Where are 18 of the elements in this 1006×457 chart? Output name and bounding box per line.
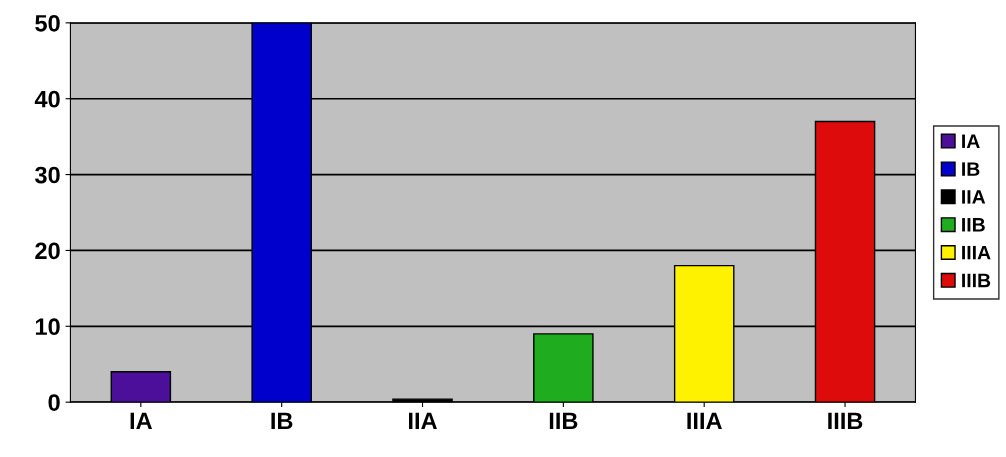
x-tick-label: IB (271, 412, 293, 429)
x-tick-label: IIA (409, 412, 437, 429)
y-tick-label: 0 (48, 394, 60, 411)
legend-label: IIIB (962, 273, 991, 288)
x-tick-label: IIB (549, 412, 578, 429)
x-tick-label: IIIB (828, 412, 863, 429)
legend-label: IB (962, 162, 980, 176)
y-tick-label: 10 (35, 318, 60, 336)
x-tick-label: IIIA (687, 412, 722, 429)
y-tick-label: 50 (35, 14, 60, 32)
legend-label: IIIA (962, 245, 991, 260)
y-tick-label: 20 (35, 242, 60, 260)
legend-label: IIA (962, 190, 986, 204)
x-tick-label: IA (130, 412, 153, 429)
y-tick-label: 30 (34, 166, 60, 184)
legend-label: IA (962, 134, 980, 148)
y-tick-label: 40 (34, 90, 60, 108)
legend-label: IIB (962, 218, 985, 232)
